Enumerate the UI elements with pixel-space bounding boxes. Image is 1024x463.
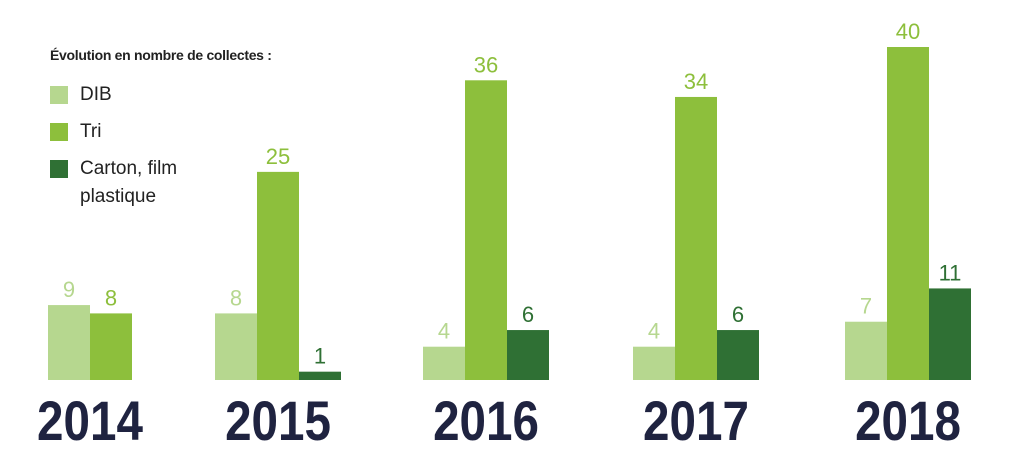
bar <box>423 346 465 380</box>
value-label: 9 <box>63 277 75 302</box>
bar <box>257 171 299 380</box>
value-label: 8 <box>230 285 242 310</box>
bar <box>507 330 549 380</box>
bar <box>675 96 717 380</box>
legend-item: Tri <box>50 121 230 146</box>
legend-swatch <box>50 123 68 141</box>
legend-item: DIB <box>50 84 230 109</box>
bar <box>48 305 90 380</box>
value-label: 4 <box>438 319 450 344</box>
value-label: 6 <box>732 302 744 327</box>
value-label: 36 <box>474 52 498 77</box>
bar <box>465 80 507 381</box>
legend-swatch <box>50 160 68 178</box>
value-label: 34 <box>684 69 708 94</box>
category-label: 2016 <box>433 390 539 452</box>
bar <box>717 330 759 380</box>
bar <box>90 313 132 380</box>
bar <box>887 47 929 380</box>
value-label: 7 <box>860 294 872 319</box>
category-label: 2015 <box>225 390 331 452</box>
bar <box>633 346 675 380</box>
value-label: 11 <box>939 260 962 285</box>
value-label: 8 <box>105 285 117 310</box>
legend-label: DIB <box>80 84 112 105</box>
bar <box>215 313 257 380</box>
category-label: 2014 <box>37 390 143 452</box>
legend-swatch <box>50 86 68 104</box>
value-label: 1 <box>314 344 326 369</box>
value-label: 6 <box>522 302 534 327</box>
bar <box>929 288 971 380</box>
value-label: 40 <box>896 19 920 44</box>
bar <box>299 371 341 380</box>
legend-label: Carton, film plastique <box>80 158 178 207</box>
bar <box>845 321 887 380</box>
legend-label: Tri <box>80 121 102 142</box>
legend-item: Carton, film plastique <box>50 158 230 211</box>
category-label: 2018 <box>855 390 961 452</box>
category-label: 2017 <box>643 390 749 452</box>
value-label: 4 <box>648 319 660 344</box>
legend-title: Évolution en nombre de collectes : <box>50 47 272 63</box>
value-label: 25 <box>266 144 290 169</box>
